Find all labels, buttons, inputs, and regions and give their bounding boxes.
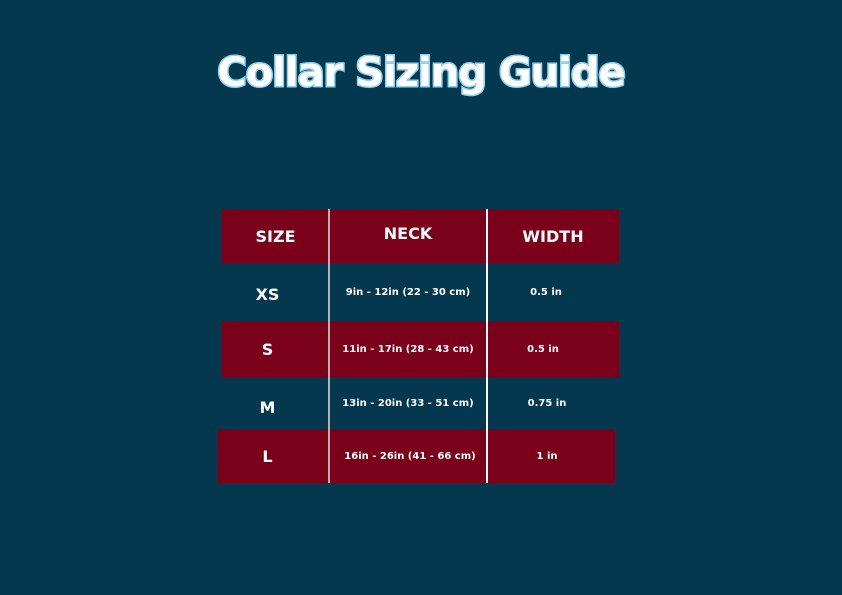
width-cell: 1 in xyxy=(536,450,558,462)
header-neck: NECK xyxy=(383,223,433,243)
neck-cell: 13in - 20in (33 - 51 cm) xyxy=(342,397,474,409)
neck-cell: 11in - 17in (28 - 43 cm) xyxy=(342,343,474,355)
table-row: L 16in - 26in (41 - 66 cm) 1 in xyxy=(218,429,615,483)
size-cell: S xyxy=(261,339,274,359)
table-row: M 13in - 20in (33 - 51 cm) 0.75 in xyxy=(222,377,619,429)
size-cell: XS xyxy=(255,284,280,304)
width-cell: 0.5 in xyxy=(530,286,562,298)
header-width: WIDTH xyxy=(522,226,584,246)
table-header-row: SIZE NECK WIDTH xyxy=(222,209,619,263)
width-cell: 0.75 in xyxy=(527,397,567,409)
column-divider xyxy=(328,209,330,483)
table-row: S 11in - 17in (28 - 43 cm) 0.5 in xyxy=(222,321,619,377)
width-cell: 0.5 in xyxy=(527,343,559,355)
neck-cell: 9in - 12in (22 - 30 cm) xyxy=(345,286,471,298)
table-row: XS 9in - 12in (22 - 30 cm) 0.5 in xyxy=(222,263,619,321)
header-size: SIZE xyxy=(255,226,296,246)
size-cell: M xyxy=(259,397,276,417)
neck-cell: 16in - 26in (41 - 66 cm) xyxy=(344,450,476,462)
page-title: Collar Sizing Guide xyxy=(216,49,627,98)
size-cell: L xyxy=(262,446,273,466)
column-divider xyxy=(486,209,488,483)
